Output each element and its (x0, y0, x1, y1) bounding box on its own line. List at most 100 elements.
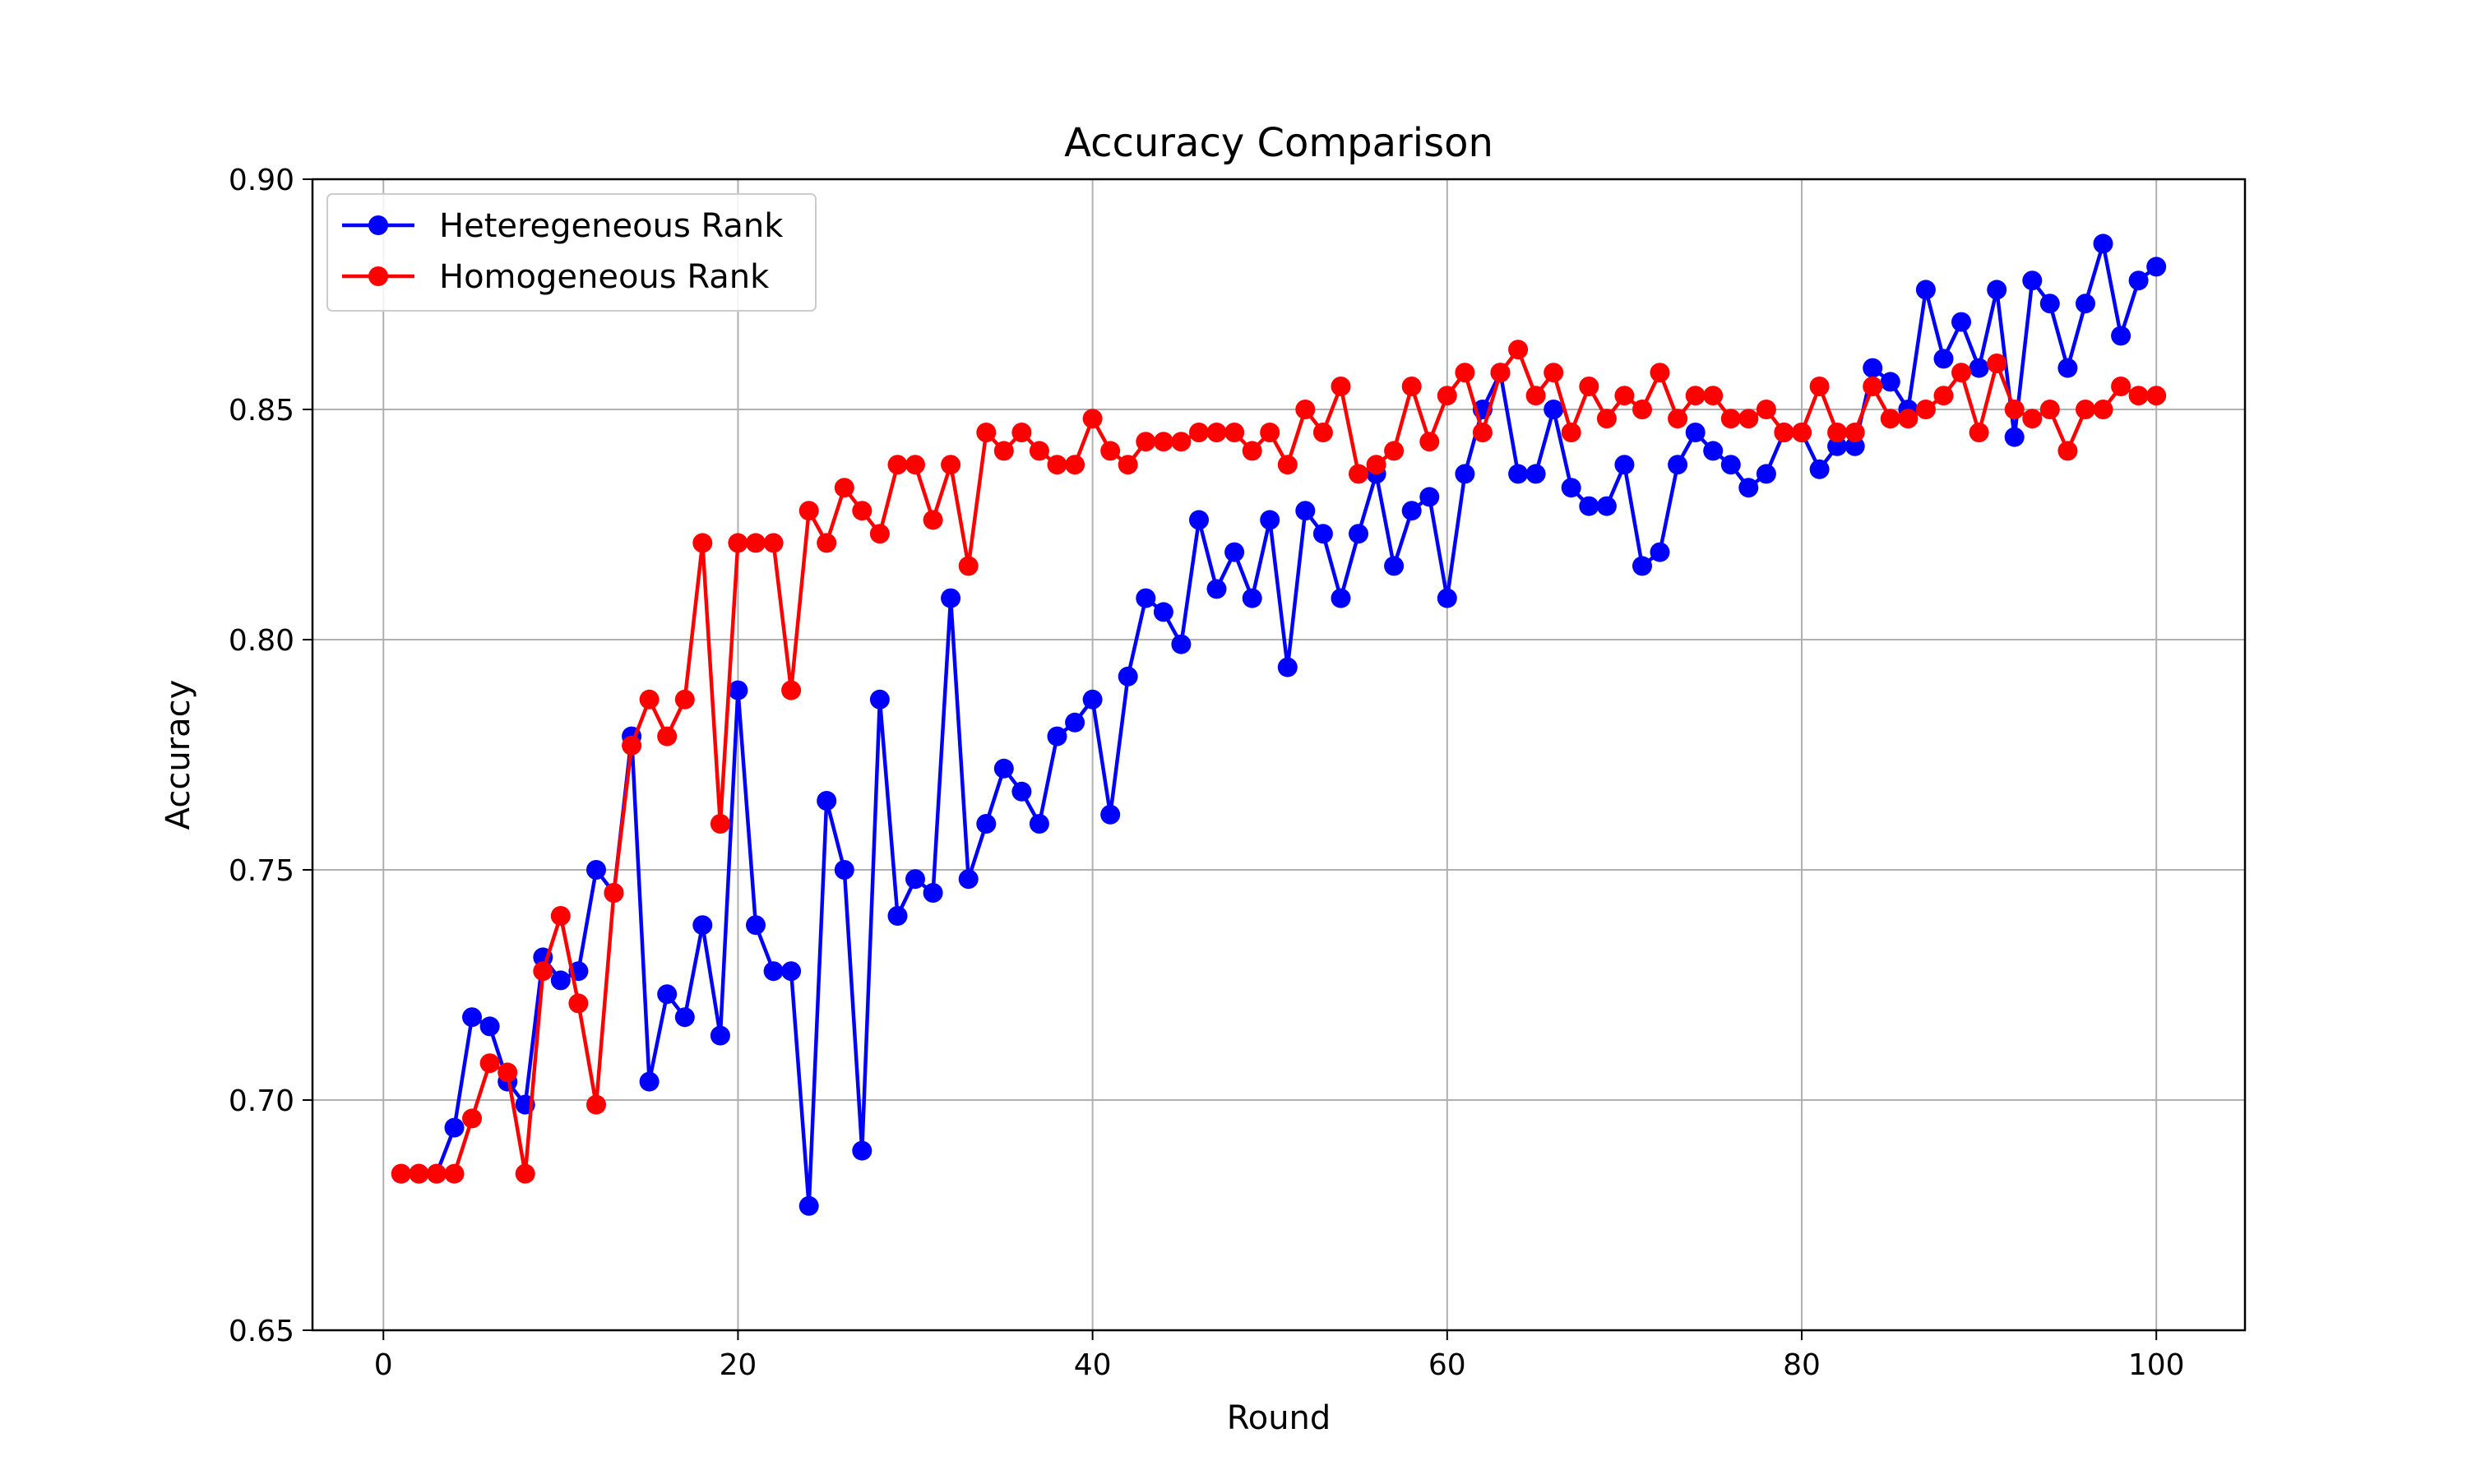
data-point (817, 533, 837, 553)
data-point (993, 758, 1014, 779)
data-point (1508, 464, 1529, 484)
data-point (2146, 257, 2167, 277)
legend-entry: Homogeneous Rank (342, 258, 770, 296)
data-point (746, 533, 766, 553)
data-point (1437, 588, 1457, 608)
legend-entries: Heteregeneous Rank Homogeneous Rank (342, 207, 784, 296)
data-point (391, 1163, 411, 1184)
data-point (1544, 363, 1564, 383)
data-point (1720, 455, 1741, 475)
axis-ticks: 0 20 40 60 80 100 0.65 0.70 0.75 0.80 0.85 0.90 (229, 164, 2185, 1382)
data-point (1632, 400, 1652, 419)
legend-marker (368, 266, 388, 286)
data-point (1047, 726, 1067, 747)
data-point (1100, 804, 1121, 825)
x-tick-label: 40 (1074, 1348, 1112, 1382)
data-point (1401, 501, 1422, 521)
data-point (1260, 423, 1280, 442)
data-point (1295, 501, 1316, 521)
data-point (1525, 386, 1546, 406)
data-point (604, 883, 624, 903)
data-point (692, 533, 713, 553)
data-point (515, 1163, 535, 1184)
data-point (1153, 602, 1173, 622)
data-point (2057, 358, 2078, 378)
data-point (1668, 409, 1688, 429)
data-point (444, 1117, 465, 1138)
data-point (2076, 294, 2095, 314)
data-point (1668, 455, 1688, 475)
data-point (1987, 280, 2007, 300)
data-point (834, 478, 854, 498)
data-point (639, 689, 660, 710)
data-point (1349, 464, 1368, 484)
x-tick-label: 0 (374, 1348, 393, 1382)
data-point (2111, 326, 2131, 346)
data-point (2039, 294, 2060, 314)
data-point (1118, 666, 1138, 687)
data-point (1579, 377, 1599, 396)
data-point (1969, 358, 1989, 378)
data-point (923, 510, 943, 530)
y-tick-label: 0.65 (229, 1315, 294, 1348)
data-point (1544, 400, 1564, 419)
data-point (674, 1007, 695, 1028)
data-point (2004, 427, 2025, 447)
y-axis-label: Accuracy (160, 680, 197, 830)
data-point (1596, 496, 1617, 516)
data-point (1508, 340, 1529, 360)
data-point (674, 689, 695, 710)
data-point (798, 1195, 819, 1216)
data-point (2093, 233, 2113, 254)
x-tick-label: 60 (1428, 1348, 1466, 1382)
data-point (1951, 363, 1971, 383)
data-point (1933, 386, 1954, 406)
data-point (1206, 579, 1227, 599)
data-point (781, 961, 802, 982)
data-point (657, 984, 678, 1005)
data-point (1472, 423, 1493, 442)
data-point (2022, 270, 2043, 291)
data-point (1153, 432, 1173, 452)
data-point (728, 680, 748, 700)
data-point (728, 533, 748, 553)
data-point (958, 556, 979, 576)
data-point (1401, 377, 1422, 396)
data-point (1206, 423, 1227, 442)
data-point (1224, 423, 1245, 442)
legend-label: Heteregeneous Rank (439, 207, 784, 245)
data-point (1579, 496, 1599, 516)
y-tick-label: 0.70 (229, 1084, 294, 1118)
data-point (993, 441, 1014, 461)
data-point (498, 1062, 518, 1083)
data-point (1277, 657, 1298, 677)
data-point (834, 860, 854, 880)
data-point (1242, 441, 1262, 461)
data-point (586, 860, 606, 880)
data-point (1650, 363, 1670, 383)
data-point (2004, 400, 2025, 419)
legend: Heteregeneous Rank Homogeneous Rank (326, 193, 817, 312)
data-point (2076, 400, 2095, 419)
data-point (1384, 441, 1405, 461)
data-point (976, 423, 997, 442)
data-point (2128, 270, 2149, 291)
series-2 (391, 340, 2167, 1184)
y-tick-label: 0.90 (229, 164, 294, 197)
data-point (1792, 423, 1812, 442)
legend-box (326, 193, 817, 312)
data-point (550, 970, 571, 991)
data-point (2128, 386, 2149, 406)
data-point (1987, 354, 2007, 373)
data-point (1455, 464, 1475, 484)
data-point (1242, 588, 1262, 608)
data-point (1915, 280, 1936, 300)
data-point (2057, 441, 2078, 461)
data-point (852, 501, 872, 521)
data-point (1224, 542, 1245, 562)
data-point (1419, 487, 1440, 507)
data-point (1065, 455, 1085, 475)
data-point (1384, 556, 1405, 576)
